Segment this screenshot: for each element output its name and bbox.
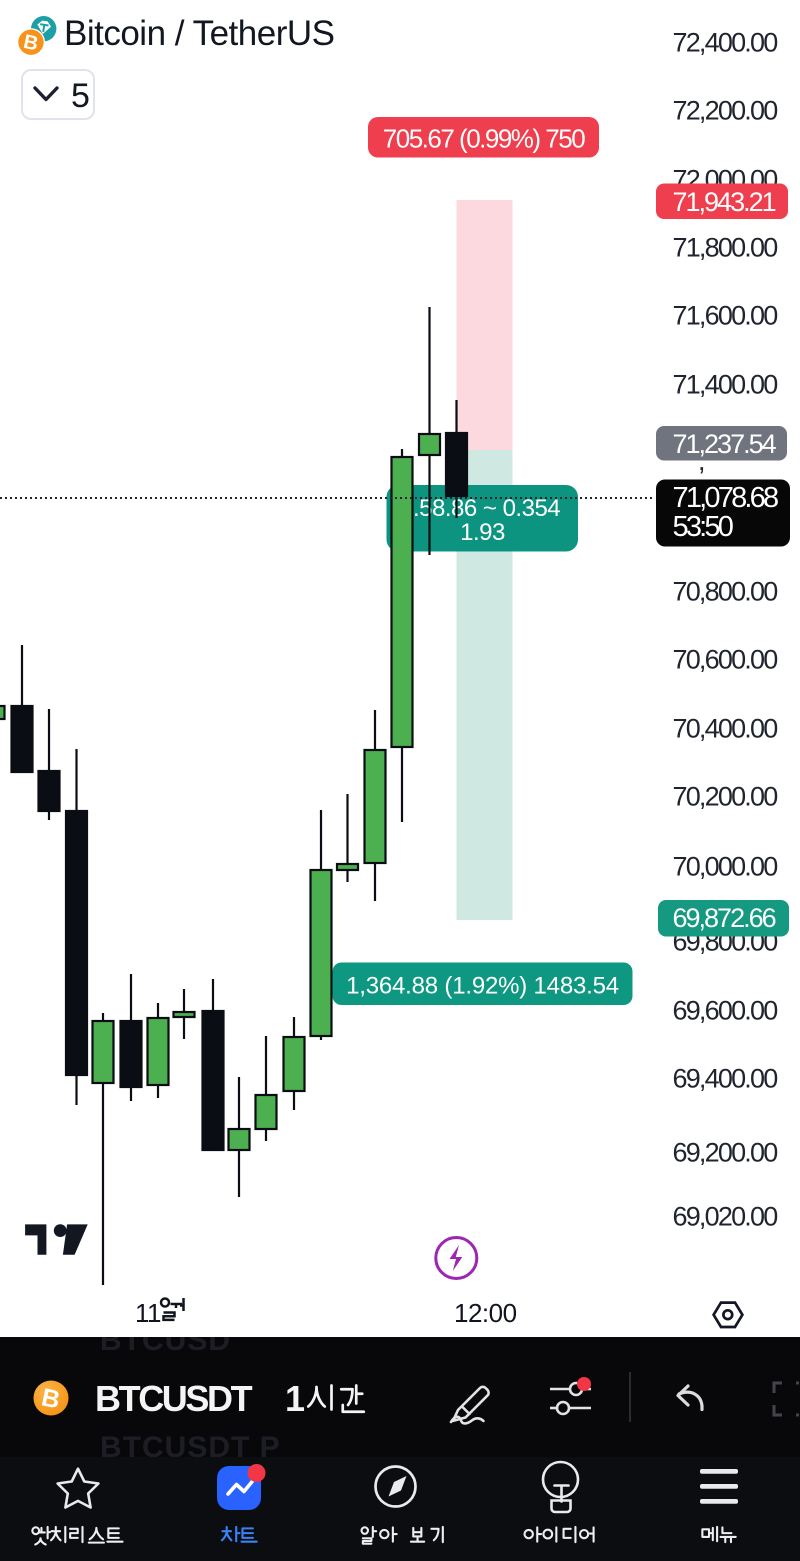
svg-text:70,200.00: 70,200.00 bbox=[673, 782, 778, 812]
svg-text:B: B bbox=[39, 1383, 62, 1414]
svg-text:1.93: 1.93 bbox=[460, 519, 505, 546]
svg-text:71,237.54: 71,237.54 bbox=[673, 429, 777, 459]
svg-text:70,000.00: 70,000.00 bbox=[673, 852, 778, 882]
svg-text:69,020.00: 69,020.00 bbox=[673, 1202, 778, 1232]
svg-text:70,600.00: 70,600.00 bbox=[673, 645, 778, 675]
svg-text:.58.86 ~ 0.354: .58.86 ~ 0.354 bbox=[413, 495, 560, 522]
svg-text:69,200.00: 69,200.00 bbox=[673, 1138, 778, 1168]
svg-text:71,078.68: 71,078.68 bbox=[673, 482, 778, 514]
svg-text:,: , bbox=[698, 446, 704, 476]
svg-text:BTCUSDT: BTCUSDT bbox=[95, 1378, 253, 1419]
svg-text:70,800.00: 70,800.00 bbox=[673, 577, 778, 607]
svg-text:72,200.00: 72,200.00 bbox=[673, 96, 778, 126]
svg-text:72,400.00: 72,400.00 bbox=[673, 28, 778, 58]
svg-text:53:50: 53:50 bbox=[673, 511, 733, 543]
svg-text:5: 5 bbox=[71, 77, 90, 115]
svg-text:70,400.00: 70,400.00 bbox=[673, 714, 778, 744]
svg-text:71,943.21: 71,943.21 bbox=[673, 187, 776, 217]
svg-text:705.67 (0.99%) 750: 705.67 (0.99%) 750 bbox=[383, 124, 585, 154]
svg-text:1: 1 bbox=[285, 1378, 305, 1419]
svg-text:B: B bbox=[21, 31, 40, 56]
svg-text:12:00: 12:00 bbox=[454, 1298, 517, 1328]
svg-text:71,800.00: 71,800.00 bbox=[673, 233, 778, 263]
svg-text:69,400.00: 69,400.00 bbox=[673, 1064, 778, 1094]
svg-text:71,400.00: 71,400.00 bbox=[673, 370, 778, 400]
svg-text:BTCUSD: BTCUSD bbox=[100, 1337, 231, 1357]
svg-text:1,364.88 (1.92%) 1483.54: 1,364.88 (1.92%) 1483.54 bbox=[346, 973, 619, 1000]
svg-text:71,600.00: 71,600.00 bbox=[673, 301, 778, 331]
svg-text:69,872.66: 69,872.66 bbox=[673, 903, 776, 933]
svg-text:69,600.00: 69,600.00 bbox=[673, 996, 778, 1026]
svg-text:11: 11 bbox=[135, 1298, 161, 1328]
